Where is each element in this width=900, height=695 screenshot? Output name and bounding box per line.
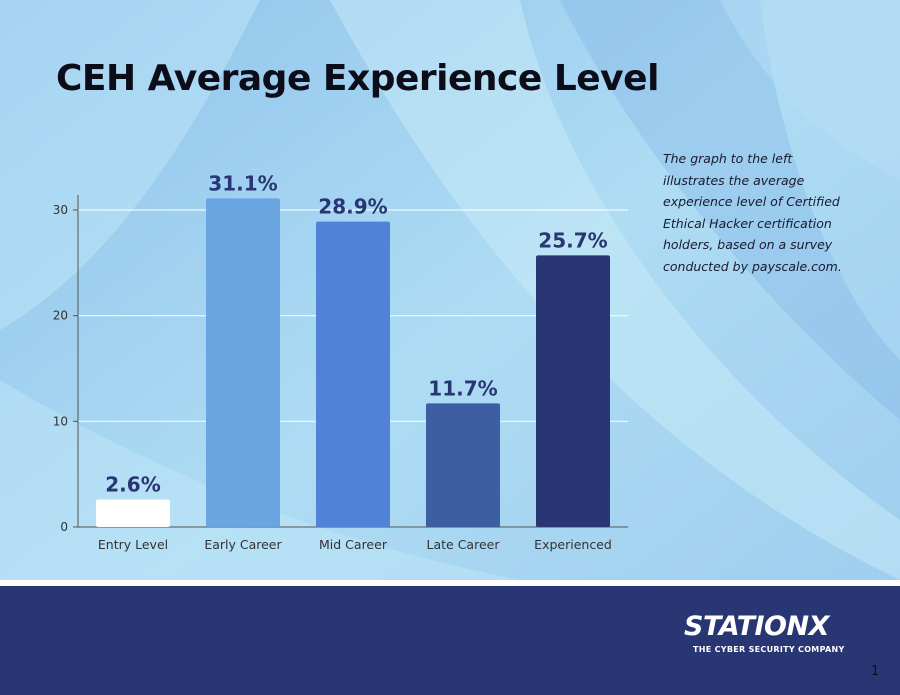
stationx-logo: STATIONX THE CYBER SECURITY COMPANY — [684, 612, 854, 662]
category-label: Late Career — [427, 537, 501, 552]
bar — [316, 221, 390, 527]
data-label: 28.9% — [318, 195, 387, 219]
data-label: 25.7% — [538, 228, 607, 252]
bar — [426, 403, 500, 527]
y-tick-label: 0 — [60, 520, 68, 534]
bar — [206, 198, 280, 528]
bar-chart: 0 10 20 30 2.6% Entry Level 31.1% Early Career 2… — [53, 171, 628, 552]
bar — [96, 499, 170, 527]
chart-description: The graph to the left illustrates the av… — [663, 151, 842, 274]
category-label: Experienced — [534, 537, 612, 552]
footer-band — [0, 586, 900, 695]
y-tick-label: 20 — [53, 309, 68, 323]
page-number: 1 — [871, 664, 880, 679]
data-label: 11.7% — [428, 376, 497, 400]
footer-divider — [0, 580, 900, 586]
data-label: 31.1% — [208, 171, 277, 195]
logo-tagline: THE CYBER SECURITY COMPANY — [693, 645, 845, 654]
category-label: Entry Level — [98, 537, 168, 552]
bar — [536, 255, 610, 528]
category-label: Mid Career — [319, 537, 388, 552]
y-tick-label: 30 — [53, 203, 68, 217]
category-label: Early Career — [204, 537, 282, 552]
data-label: 2.6% — [105, 473, 160, 497]
y-tick-label: 10 — [53, 414, 68, 428]
logo-wordmark: STATIONX — [684, 611, 829, 642]
slide-title: CEH Average Experience Level — [56, 58, 659, 99]
